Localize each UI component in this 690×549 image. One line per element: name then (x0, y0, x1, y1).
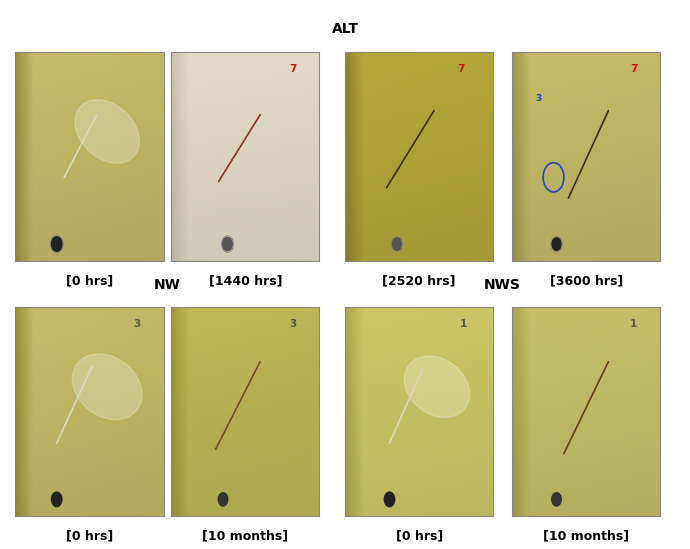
Text: 7: 7 (289, 64, 297, 74)
Text: 1: 1 (630, 319, 638, 329)
Text: [10 months]: [10 months] (543, 530, 629, 543)
Text: 3: 3 (133, 319, 141, 329)
Circle shape (393, 238, 402, 250)
Circle shape (52, 492, 62, 507)
Text: [3600 hrs]: [3600 hrs] (549, 274, 623, 288)
Circle shape (552, 238, 561, 250)
Text: [2520 hrs]: [2520 hrs] (382, 274, 456, 288)
Ellipse shape (75, 99, 139, 163)
Ellipse shape (404, 356, 470, 417)
Circle shape (384, 492, 395, 507)
Circle shape (552, 492, 561, 506)
Text: 7: 7 (630, 64, 638, 74)
Text: [10 months]: [10 months] (202, 530, 288, 543)
Text: 7: 7 (457, 64, 464, 74)
Text: [0 hrs]: [0 hrs] (66, 274, 113, 288)
Text: [1440 hrs]: [1440 hrs] (208, 274, 282, 288)
Text: 3: 3 (535, 93, 542, 103)
Text: ALT: ALT (331, 21, 359, 36)
Text: 1: 1 (460, 319, 467, 329)
Text: NWS: NWS (484, 278, 521, 292)
Ellipse shape (72, 354, 142, 419)
Text: [0 hrs]: [0 hrs] (66, 530, 113, 543)
Text: [0 hrs]: [0 hrs] (395, 530, 443, 543)
Text: 3: 3 (289, 319, 297, 329)
Circle shape (223, 237, 233, 251)
Circle shape (218, 492, 228, 506)
Text: NW: NW (154, 278, 181, 292)
Circle shape (52, 237, 62, 251)
